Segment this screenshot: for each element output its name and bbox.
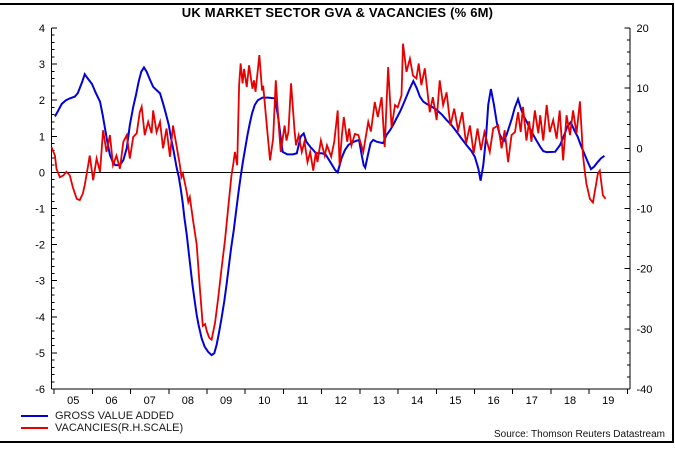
x-axis-year-label: 10 [258, 395, 270, 407]
left-axis-tick-label: -5 [35, 348, 45, 360]
left-axis-tick-label: 3 [39, 59, 45, 71]
vacancies-series-line [50, 43, 607, 342]
x-axis-year-label: 05 [67, 395, 79, 407]
x-axis-year-label: 11 [297, 395, 308, 407]
left-axis-tick-label: -1 [35, 204, 45, 216]
left-axis-tick-label: 0 [39, 167, 45, 179]
left-axis-tick-label: -4 [35, 312, 45, 324]
x-axis-year-label: 15 [449, 395, 461, 407]
gva-legend-label: GROSS VALUE ADDED [55, 410, 174, 422]
x-axis-year-label: 08 [182, 395, 194, 407]
right-axis-tick-label: -40 [637, 384, 653, 396]
chart-frame [0, 3, 674, 443]
x-axis-year-label: 12 [335, 395, 347, 407]
x-axis-year-label: 17 [526, 395, 538, 407]
vacancies-line-swatch [21, 427, 48, 429]
chart-title: UK MARKET SECTOR GVA & VACANCIES (% 6M) [181, 5, 494, 20]
source-credit: Source: Thomson Reuters Datastream [493, 429, 665, 440]
x-axis-year-label: 06 [105, 395, 117, 407]
x-axis-year-label: 19 [602, 395, 614, 407]
left-axis-tick-label: -2 [35, 240, 45, 252]
vacancies-legend-label: VACANCIES(R.H.SCALE) [55, 422, 184, 434]
axes [51, 27, 631, 394]
legend: GROSS VALUE ADDED VACANCIES(R.H.SCALE) [21, 410, 183, 434]
right-axis-tick-label: 10 [637, 83, 649, 95]
x-axis-year-label: 07 [144, 395, 156, 407]
right-axis-tick-label: -20 [637, 264, 653, 276]
legend-item-vacancies: VACANCIES(R.H.SCALE) [21, 422, 183, 434]
x-axis-year-label: 13 [373, 395, 385, 407]
left-axis-tick-label: -6 [35, 384, 45, 396]
left-axis-tick-label: 2 [39, 95, 45, 107]
legend-item-gva: GROSS VALUE ADDED [21, 410, 183, 422]
right-axis-tick-label: -10 [637, 204, 653, 216]
x-axis-year-label: 16 [487, 395, 499, 407]
left-axis-tick-label: -3 [35, 276, 45, 288]
gva-line-swatch [21, 415, 48, 417]
right-axis-tick-label: 0 [637, 143, 643, 155]
x-axis-year-label: 09 [220, 395, 232, 407]
x-axis-year-label: 18 [564, 395, 576, 407]
left-axis-tick-label: 1 [39, 131, 45, 143]
x-axis-year-label: 14 [411, 395, 423, 407]
left-axis-tick-label: 4 [39, 23, 45, 35]
right-axis-tick-label: -30 [637, 324, 653, 336]
right-axis-tick-label: 20 [637, 23, 649, 35]
